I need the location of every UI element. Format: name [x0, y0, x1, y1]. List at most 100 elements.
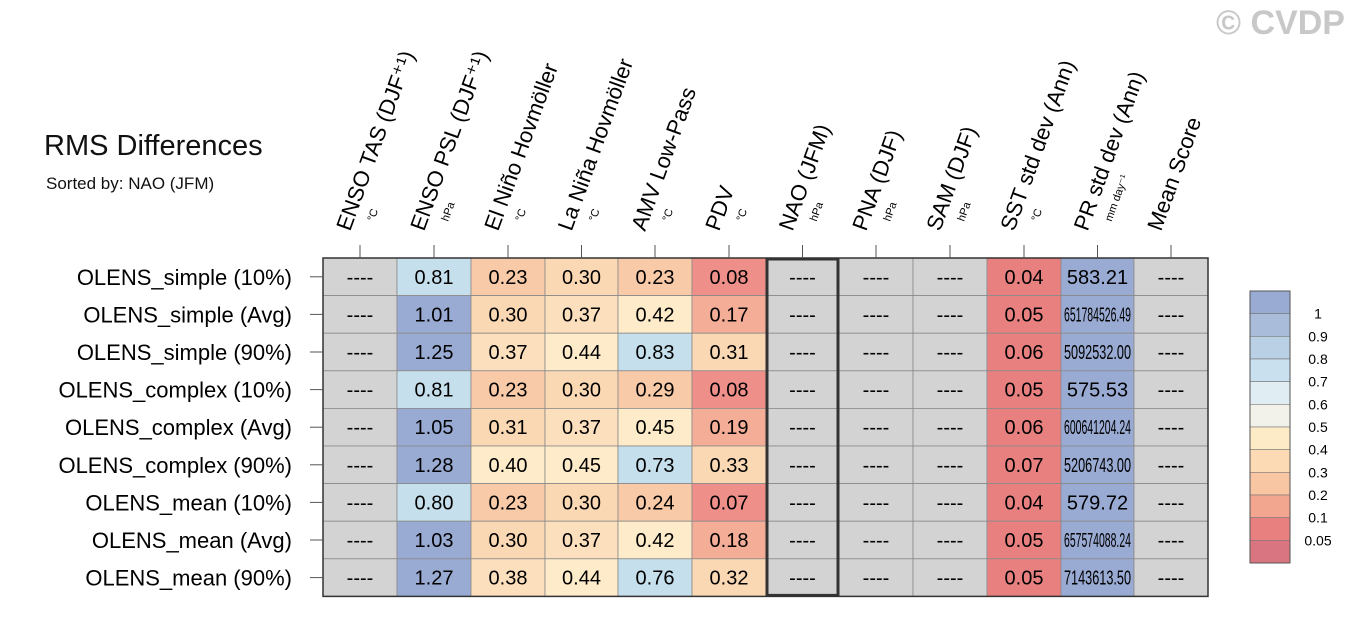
cell-value: 0.42 — [636, 530, 675, 552]
cell-value: ---- — [863, 568, 890, 590]
cell-value: 0.30 — [489, 530, 528, 552]
row-label: OLENS_mean (Avg) — [92, 528, 292, 553]
cell-value: 0.05 — [1005, 530, 1044, 552]
colorbar-border — [1249, 290, 1291, 564]
row-label: OLENS_complex (10%) — [58, 378, 292, 403]
cell-value: 0.05 — [1005, 304, 1044, 326]
heatmap-cell — [470, 332, 546, 372]
row-label: OLENS_simple (90%) — [77, 340, 292, 365]
cell-value: ---- — [1158, 417, 1185, 439]
cell-value: 0.32 — [710, 568, 749, 590]
cell-value: 0.44 — [562, 568, 601, 590]
heatmap-cell — [1060, 483, 1135, 522]
cell-value: ---- — [347, 304, 374, 326]
cell-value: ---- — [789, 568, 816, 590]
heatmap-cell — [617, 483, 693, 522]
heatmap-cell — [617, 558, 693, 597]
row-label: OLENS_simple (Avg) — [83, 302, 292, 327]
cell-value: 0.37 — [562, 417, 601, 439]
cell-value: 0.31 — [489, 417, 528, 439]
cell-value: ---- — [789, 455, 816, 477]
cell-value: 583.21 — [1067, 267, 1128, 289]
heatmap-cell — [1060, 370, 1135, 409]
cell-value: ---- — [347, 267, 374, 289]
cell-value: 0.08 — [710, 380, 749, 402]
heatmap-cell — [912, 332, 988, 372]
cell-value: 1.03 — [415, 530, 454, 552]
cell-value: ---- — [789, 304, 816, 326]
heatmap-cell — [544, 558, 619, 597]
heatmap-cell — [986, 483, 1062, 522]
cell-value: 0.80 — [415, 492, 454, 514]
column-label: La Niña Hovmöller — [553, 55, 638, 234]
cell-value: 1.05 — [415, 417, 454, 439]
heatmap-cell — [691, 295, 767, 334]
row-label: OLENS_complex (90%) — [58, 453, 292, 478]
cell-value: ---- — [789, 530, 816, 552]
cell-value: ---- — [863, 455, 890, 477]
cell-value: ---- — [347, 530, 374, 552]
heatmap-cell — [544, 483, 619, 522]
cell-value: ---- — [347, 492, 374, 514]
heatmap-cell — [986, 445, 1062, 484]
cell-value: 0.18 — [710, 530, 749, 552]
cell-value: ---- — [863, 492, 890, 514]
cell-value: 0.23 — [636, 267, 675, 289]
cell-value: 575.53 — [1067, 380, 1128, 402]
column-label: ENSO TAS (DJF⁺¹) — [331, 47, 419, 233]
colorbar-label: 0.5 — [1308, 419, 1328, 435]
watermark: © CVDP — [1216, 4, 1345, 42]
cell-value: 579.72 — [1067, 492, 1128, 514]
colorbar-segment — [1249, 290, 1291, 314]
colorbar-label: 0.05 — [1304, 532, 1331, 548]
heatmap-cell — [986, 332, 1062, 372]
cell-value: ---- — [1158, 380, 1185, 402]
cell-value: 0.19 — [710, 417, 749, 439]
colorbar-segment — [1249, 517, 1291, 541]
cell-value: 0.31 — [710, 342, 749, 364]
sorted-column-highlight — [765, 257, 840, 597]
cell-value: ---- — [863, 304, 890, 326]
cell-value: 0.37 — [562, 304, 601, 326]
colorbar-segment — [1249, 336, 1291, 360]
colorbar-segment — [1249, 381, 1291, 405]
cell-value: 1.27 — [415, 568, 454, 590]
cell-value: 0.42 — [636, 304, 675, 326]
cell-value: 0.45 — [636, 417, 675, 439]
colorbar-segment — [1249, 404, 1291, 428]
heatmap-cell — [1133, 407, 1209, 447]
heatmap-cell — [322, 407, 398, 447]
cell-value: ---- — [789, 267, 816, 289]
heatmap-cell — [838, 407, 914, 447]
cell-value: 0.06 — [1005, 342, 1044, 364]
heatmap-cell — [1060, 520, 1135, 560]
cell-value: 5206743.00 — [1064, 455, 1131, 477]
cell-value: ---- — [347, 342, 374, 364]
heatmap-cell — [544, 445, 619, 484]
heatmap-cell — [322, 445, 398, 484]
heatmap-cell — [322, 332, 398, 372]
cell-value: ---- — [937, 267, 964, 289]
cell-value: ---- — [863, 530, 890, 552]
cell-value: ---- — [1158, 304, 1185, 326]
cell-value: ---- — [1158, 492, 1185, 514]
cell-value: 0.44 — [562, 342, 601, 364]
colorbar-label: 0.9 — [1308, 328, 1328, 344]
cell-value: 0.81 — [415, 380, 454, 402]
colorbar-segment — [1249, 313, 1291, 337]
heatmap-cell — [912, 295, 988, 334]
cell-value: 0.29 — [636, 380, 675, 402]
column-unit: hPa — [808, 200, 826, 223]
colorbar-label: 1 — [1314, 306, 1322, 322]
heatmap-cell — [396, 483, 472, 522]
cell-value: 5092532.00 — [1064, 342, 1131, 364]
cell-value: 1.28 — [415, 455, 454, 477]
cell-value: 0.30 — [562, 380, 601, 402]
cell-value: 1.01 — [415, 304, 454, 326]
column-unit: °C — [1030, 207, 1046, 223]
cell-value: 0.30 — [489, 304, 528, 326]
cell-value: ---- — [937, 342, 964, 364]
heatmap-cell — [322, 370, 398, 409]
colorbar-segment — [1249, 358, 1291, 382]
